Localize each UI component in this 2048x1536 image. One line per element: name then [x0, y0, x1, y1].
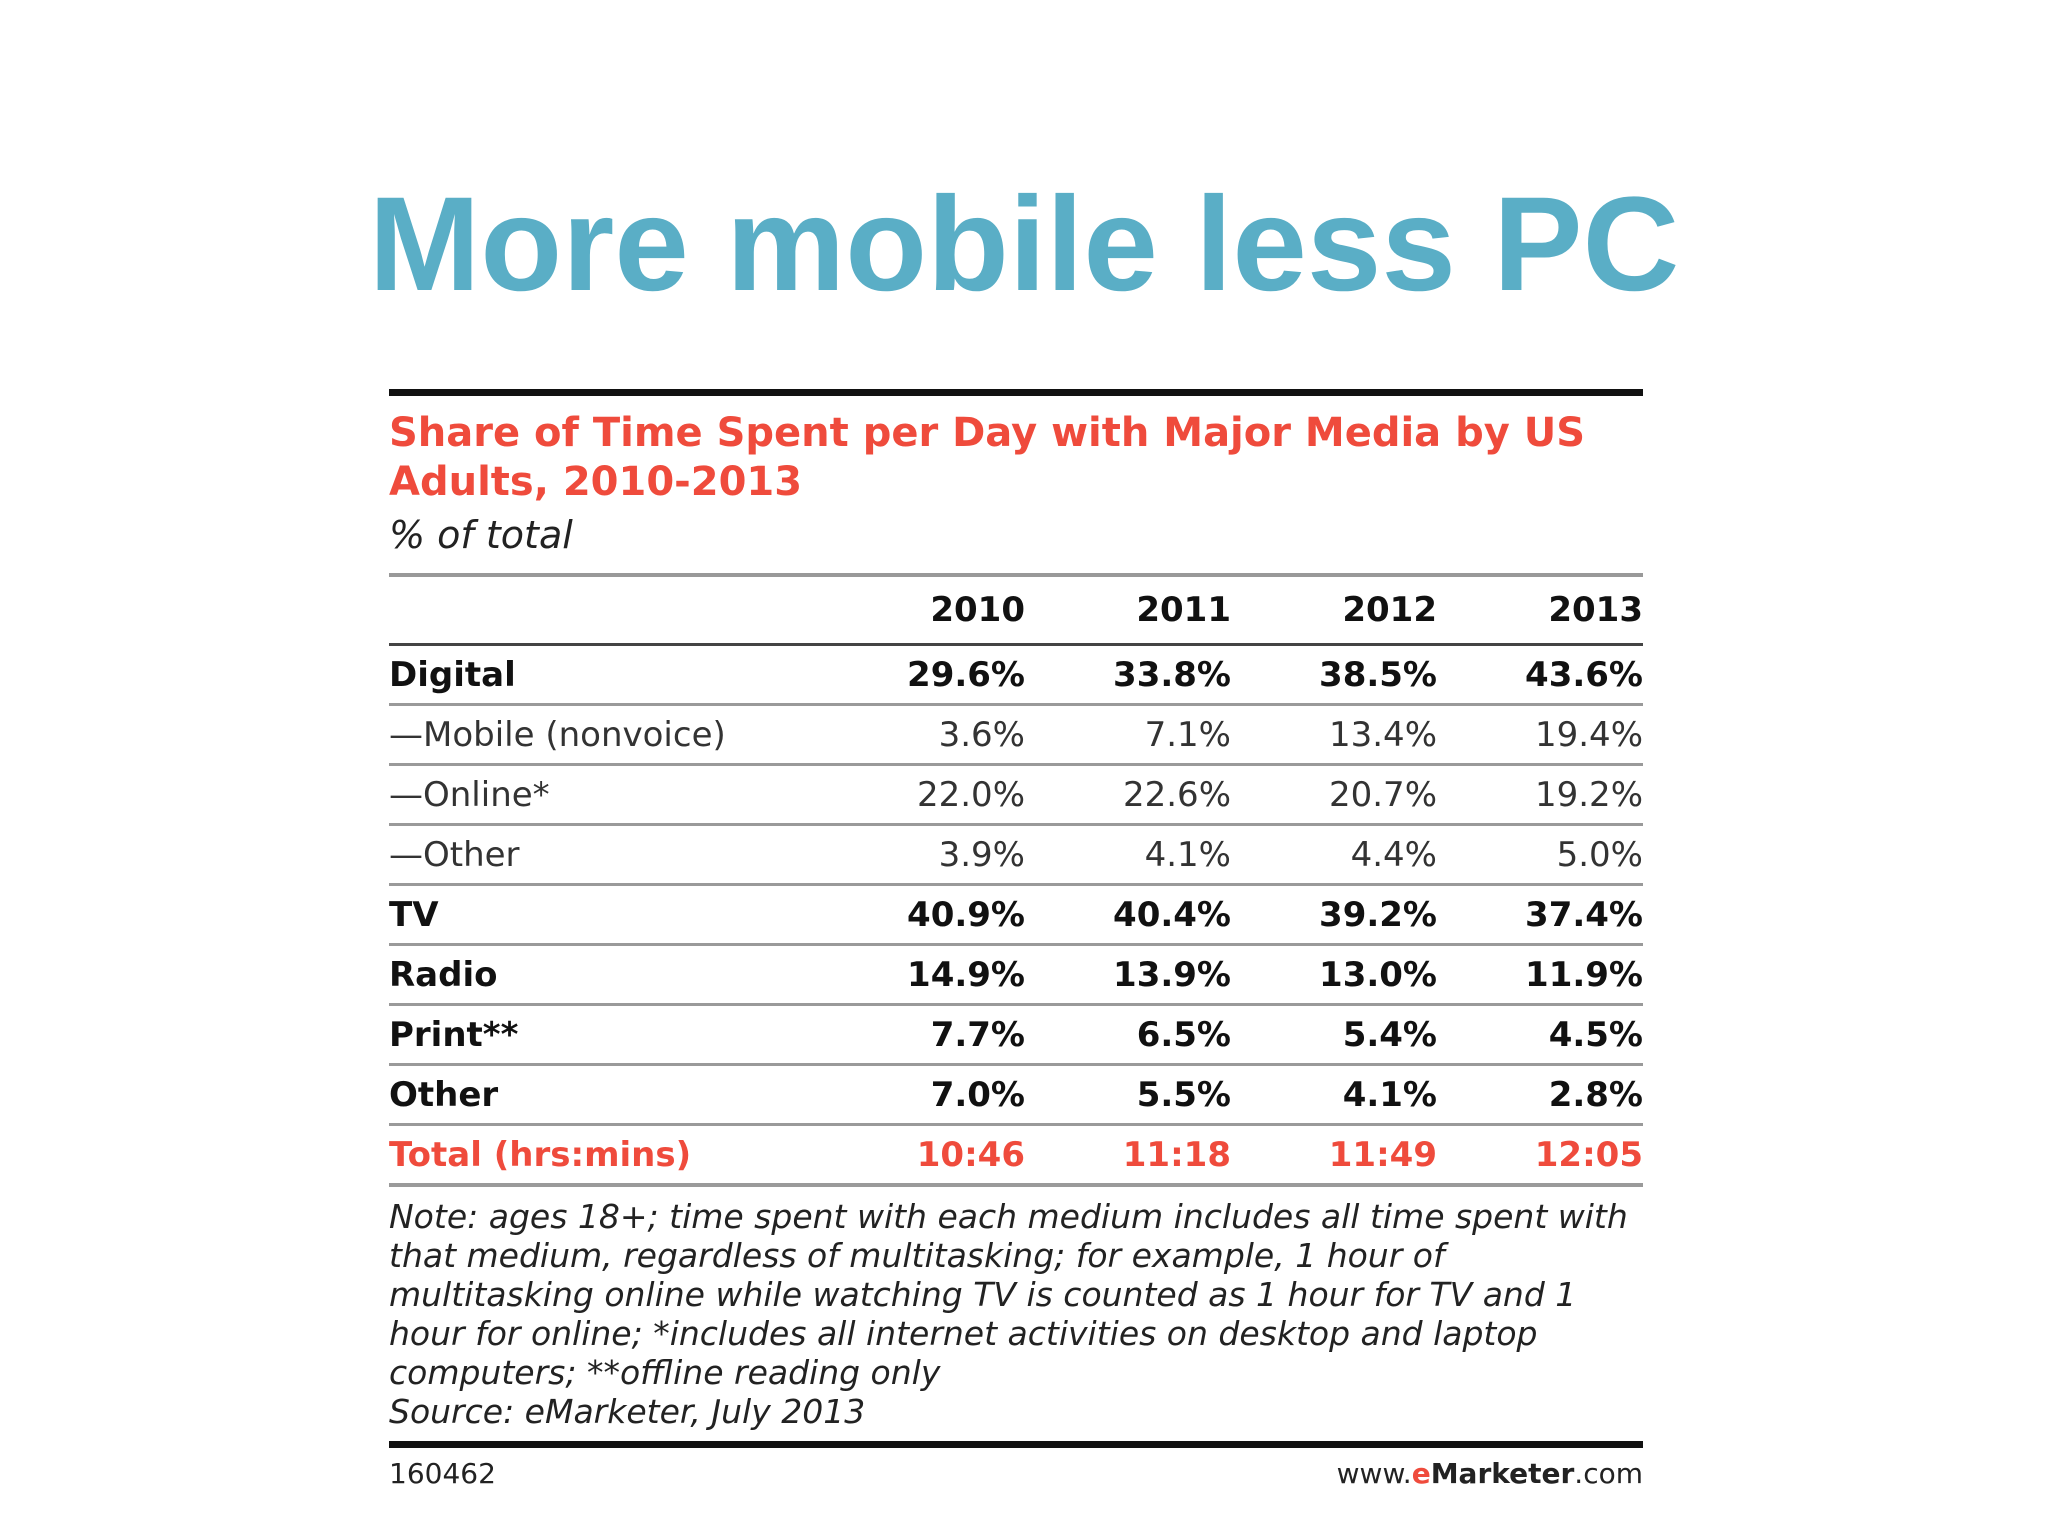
chart-footer: 160462 www.eMarketer.com [389, 1452, 1643, 1496]
cell-value: 14.9% [819, 944, 1025, 1006]
brand-url: www.eMarketer.com [1337, 1452, 1643, 1496]
cell-value: 4.1% [1231, 1064, 1437, 1126]
table-row: Radio 14.9% 13.9% 13.0% 11.9% [389, 944, 1643, 1006]
cell-value: 20.7% [1231, 764, 1437, 826]
top-rule [389, 389, 1643, 396]
cell-value: 5.0% [1437, 824, 1643, 886]
row-label: Total (hrs:mins) [389, 1124, 819, 1187]
cell-value: 22.0% [819, 764, 1025, 826]
chart-title: Share of Time Spent per Day with Major M… [389, 410, 1586, 505]
cell-value: 40.9% [819, 884, 1025, 946]
cell-value: 5.5% [1025, 1064, 1231, 1126]
cell-value: 4.4% [1231, 824, 1437, 886]
note-text: Note: ages 18+; time spent with each med… [389, 1197, 1628, 1392]
cell-value: 5.4% [1231, 1004, 1437, 1066]
table-row: —Online* 22.0% 22.6% 20.7% 19.2% [389, 764, 1643, 826]
cell-value: 7.0% [819, 1064, 1025, 1126]
cell-value: 6.5% [1025, 1004, 1231, 1066]
brand-name: Marketer [1430, 1457, 1575, 1490]
cell-value: 43.6% [1437, 644, 1643, 706]
slide-title: More mobile less PC [368, 170, 1680, 319]
cell-value: 33.8% [1025, 644, 1231, 706]
row-label: Print** [389, 1004, 819, 1066]
cell-value: 11.9% [1437, 944, 1643, 1006]
column-header-year: 2010 [819, 577, 1025, 646]
row-label: Digital [389, 644, 819, 706]
chart-subtitle: % of total [389, 513, 573, 557]
table-body: Digital 29.6% 33.8% 38.5% 43.6% —Mobile (nonv… [389, 644, 1643, 1187]
cell-value: 19.2% [1437, 764, 1643, 826]
table-row: Digital 29.6% 33.8% 38.5% 43.6% [389, 644, 1643, 706]
cell-value: 10:46 [819, 1124, 1025, 1187]
media-share-table: 2010 2011 2012 2013 Digital 29.6% 33.8% 38.… [389, 577, 1643, 1187]
brand-prefix: www. [1336, 1457, 1412, 1490]
row-label: Radio [389, 944, 819, 1006]
cell-value: 38.5% [1231, 644, 1437, 706]
row-label: TV [389, 884, 819, 946]
header-rule [389, 573, 1643, 577]
cell-value: 7.7% [819, 1004, 1025, 1066]
chart-id: 160462 [389, 1457, 496, 1490]
cell-value: 3.9% [819, 824, 1025, 886]
cell-value: 3.6% [819, 704, 1025, 766]
cell-value: 39.2% [1231, 884, 1437, 946]
cell-value: 4.1% [1025, 824, 1231, 886]
total-row: Total (hrs:mins) 10:46 11:18 11:49 12:05 [389, 1124, 1643, 1187]
row-label: Other [389, 1064, 819, 1126]
source-text: Source: eMarketer, July 2013 [389, 1392, 866, 1431]
cell-value: 2.8% [1437, 1064, 1643, 1126]
table-row: Print** 7.7% 6.5% 5.4% 4.5% [389, 1004, 1643, 1066]
column-header-blank [389, 577, 819, 646]
chart-figure: Share of Time Spent per Day with Major M… [389, 389, 1643, 1496]
cell-value: 40.4% [1025, 884, 1231, 946]
cell-value: 22.6% [1025, 764, 1231, 826]
column-header-year: 2011 [1025, 577, 1231, 646]
table-row: —Mobile (nonvoice) 3.6% 7.1% 13.4% 19.4% [389, 704, 1643, 766]
brand-accent: e [1411, 1457, 1431, 1490]
row-label: —Online* [389, 764, 819, 826]
bottom-rule [389, 1441, 1643, 1448]
cell-value: 13.4% [1231, 704, 1437, 766]
row-label: —Mobile (nonvoice) [389, 704, 819, 766]
cell-value: 19.4% [1437, 704, 1643, 766]
cell-value: 37.4% [1437, 884, 1643, 946]
row-label: —Other [389, 824, 819, 886]
column-header-year: 2012 [1231, 577, 1437, 646]
chart-note: Note: ages 18+; time spent with each med… [389, 1197, 1643, 1431]
table-header-row: 2010 2011 2012 2013 [389, 577, 1643, 646]
brand-suffix: .com [1574, 1457, 1643, 1490]
cell-value: 11:49 [1231, 1124, 1437, 1187]
cell-value: 29.6% [819, 644, 1025, 706]
column-header-year: 2013 [1437, 577, 1643, 646]
table-row: TV 40.9% 40.4% 39.2% 37.4% [389, 884, 1643, 946]
cell-value: 13.9% [1025, 944, 1231, 1006]
cell-value: 7.1% [1025, 704, 1231, 766]
table-row: Other 7.0% 5.5% 4.1% 2.8% [389, 1064, 1643, 1126]
cell-value: 11:18 [1025, 1124, 1231, 1187]
cell-value: 13.0% [1231, 944, 1437, 1006]
cell-value: 4.5% [1437, 1004, 1643, 1066]
cell-value: 12:05 [1437, 1124, 1643, 1187]
table-row: —Other 3.9% 4.1% 4.4% 5.0% [389, 824, 1643, 886]
